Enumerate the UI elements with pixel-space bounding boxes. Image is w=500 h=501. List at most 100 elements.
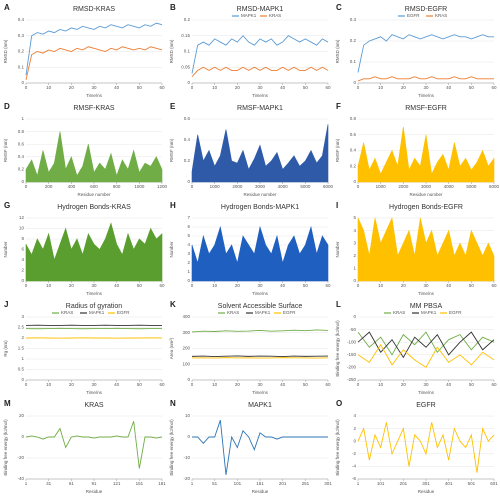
x-tick-label: 40 [280, 382, 286, 387]
legend-label: MAPK1 [89, 310, 105, 315]
x-tick-label: 0 [25, 283, 28, 288]
panel-label: H [170, 201, 176, 210]
panel-label: N [170, 399, 176, 408]
x-tick-label: 60 [491, 85, 497, 90]
y-tick-label: -100 [347, 339, 357, 344]
x-axis-label: Time/ns [252, 291, 269, 296]
x-tick-label: 91 [91, 481, 97, 486]
y-axis-label: RMSD (nm) [3, 39, 8, 63]
x-tick-label: 2000 [232, 184, 243, 189]
x-tick-label: 0 [191, 184, 194, 189]
y-tick-label: 1.5 [18, 346, 25, 351]
x-tick-label: 401 [445, 481, 453, 486]
x-tick-label: 60 [325, 382, 331, 387]
x-tick-label: 20 [69, 382, 75, 387]
y-axis-label: Number [3, 241, 8, 258]
x-tick-label: 30 [91, 283, 97, 288]
legend-label: MAPK1 [241, 13, 257, 18]
y-axis-label: Rg (nm) [3, 340, 8, 357]
panel-title: Hydrogen Bonds-MAPK1 [221, 204, 299, 211]
x-tick-label: 30 [423, 382, 429, 387]
series-line [358, 77, 494, 81]
x-tick-label: 10 [46, 382, 52, 387]
x-axis-label: Residue number [409, 192, 443, 197]
legend-label: EGFR [407, 13, 420, 18]
y-axis-label: RMSD (nm) [169, 39, 174, 63]
series-area [192, 227, 328, 281]
y-tick-label: 0.2 [350, 163, 357, 168]
legend-label: MAPK1 [255, 310, 271, 315]
x-tick-label: 251 [302, 481, 310, 486]
x-tick-label: 400 [68, 184, 76, 189]
y-tick-label: -2 [352, 451, 356, 456]
x-tick-label: 1200 [157, 184, 168, 189]
series-area [192, 124, 328, 182]
legend-label: KRAS [269, 13, 281, 18]
panel-title: KRAS [84, 402, 103, 409]
x-tick-label: 50 [303, 283, 309, 288]
legend-label: MAPK1 [421, 310, 437, 315]
y-tick-label: 0.3 [350, 17, 357, 22]
x-tick-label: 30 [91, 382, 97, 387]
x-tick-label: 61 [69, 481, 75, 486]
x-tick-label: 101 [234, 481, 242, 486]
x-axis-label: Time/ns [86, 93, 103, 98]
y-tick-label: 3 [353, 240, 356, 245]
x-tick-label: 10 [212, 283, 218, 288]
x-tick-label: 201 [400, 481, 408, 486]
y-tick-label: 0.15 [181, 33, 190, 38]
y-axis-label: Binding free energy (kJ/mol) [335, 320, 340, 377]
x-tick-label: 800 [113, 184, 121, 189]
x-tick-label: 40 [280, 85, 286, 90]
x-tick-label: 50 [469, 382, 475, 387]
x-tick-label: 40 [446, 382, 452, 387]
x-tick-label: 0 [25, 184, 28, 189]
y-tick-label: 0.1 [350, 59, 357, 64]
x-tick-label: 0 [191, 382, 194, 387]
x-tick-label: 50 [303, 382, 309, 387]
series-area [26, 223, 162, 281]
y-tick-label: 4 [353, 228, 356, 233]
panel-label: I [336, 201, 338, 210]
x-tick-label: 50 [137, 283, 143, 288]
panel-title: Hydrogen Bonds-EGFR [389, 204, 463, 211]
y-tick-label: 2 [353, 253, 356, 258]
y-axis-label: RMSF (nm) [169, 138, 174, 162]
y-tick-label: -4 [352, 464, 356, 469]
series-line [192, 330, 328, 332]
panel-label: K [170, 300, 176, 309]
y-axis-label: Binding free energy (kJ/mol) [169, 419, 174, 476]
x-tick-label: 60 [325, 283, 331, 288]
x-tick-label: 0 [357, 85, 360, 90]
x-tick-label: 60 [159, 283, 165, 288]
y-tick-label: 1 [187, 269, 190, 274]
panel-title: Hydrogen Bonds-KRAS [57, 204, 131, 211]
x-tick-label: 30 [423, 283, 429, 288]
series-line [358, 345, 494, 368]
y-tick-label: 3 [187, 251, 190, 256]
legend-label: KRAS [61, 310, 73, 315]
x-tick-label: 4000 [444, 184, 455, 189]
x-axis-label: Residue [86, 489, 103, 494]
y-tick-label: 8 [21, 236, 24, 241]
x-tick-label: 60 [491, 382, 497, 387]
x-tick-label: 40 [446, 283, 452, 288]
series-line [358, 422, 494, 472]
x-axis-label: Residue [418, 489, 435, 494]
y-tick-label: 0.8 [350, 116, 357, 121]
x-tick-label: 0 [191, 85, 194, 90]
y-tick-label: 400 [182, 314, 190, 319]
x-tick-label: 60 [159, 382, 165, 387]
x-tick-label: 200 [45, 184, 53, 189]
y-tick-label: 2.5 [18, 325, 25, 330]
x-tick-label: 151 [136, 481, 144, 486]
y-tick-label: 0.1 [184, 49, 191, 54]
series-line [192, 420, 328, 475]
y-axis-label: Number [169, 241, 174, 258]
x-axis-label: Time/ns [418, 390, 435, 395]
series-line [26, 421, 162, 468]
legend-label: KRAS [393, 310, 405, 315]
x-tick-label: 30 [91, 85, 97, 90]
y-tick-label: 4 [187, 242, 190, 247]
